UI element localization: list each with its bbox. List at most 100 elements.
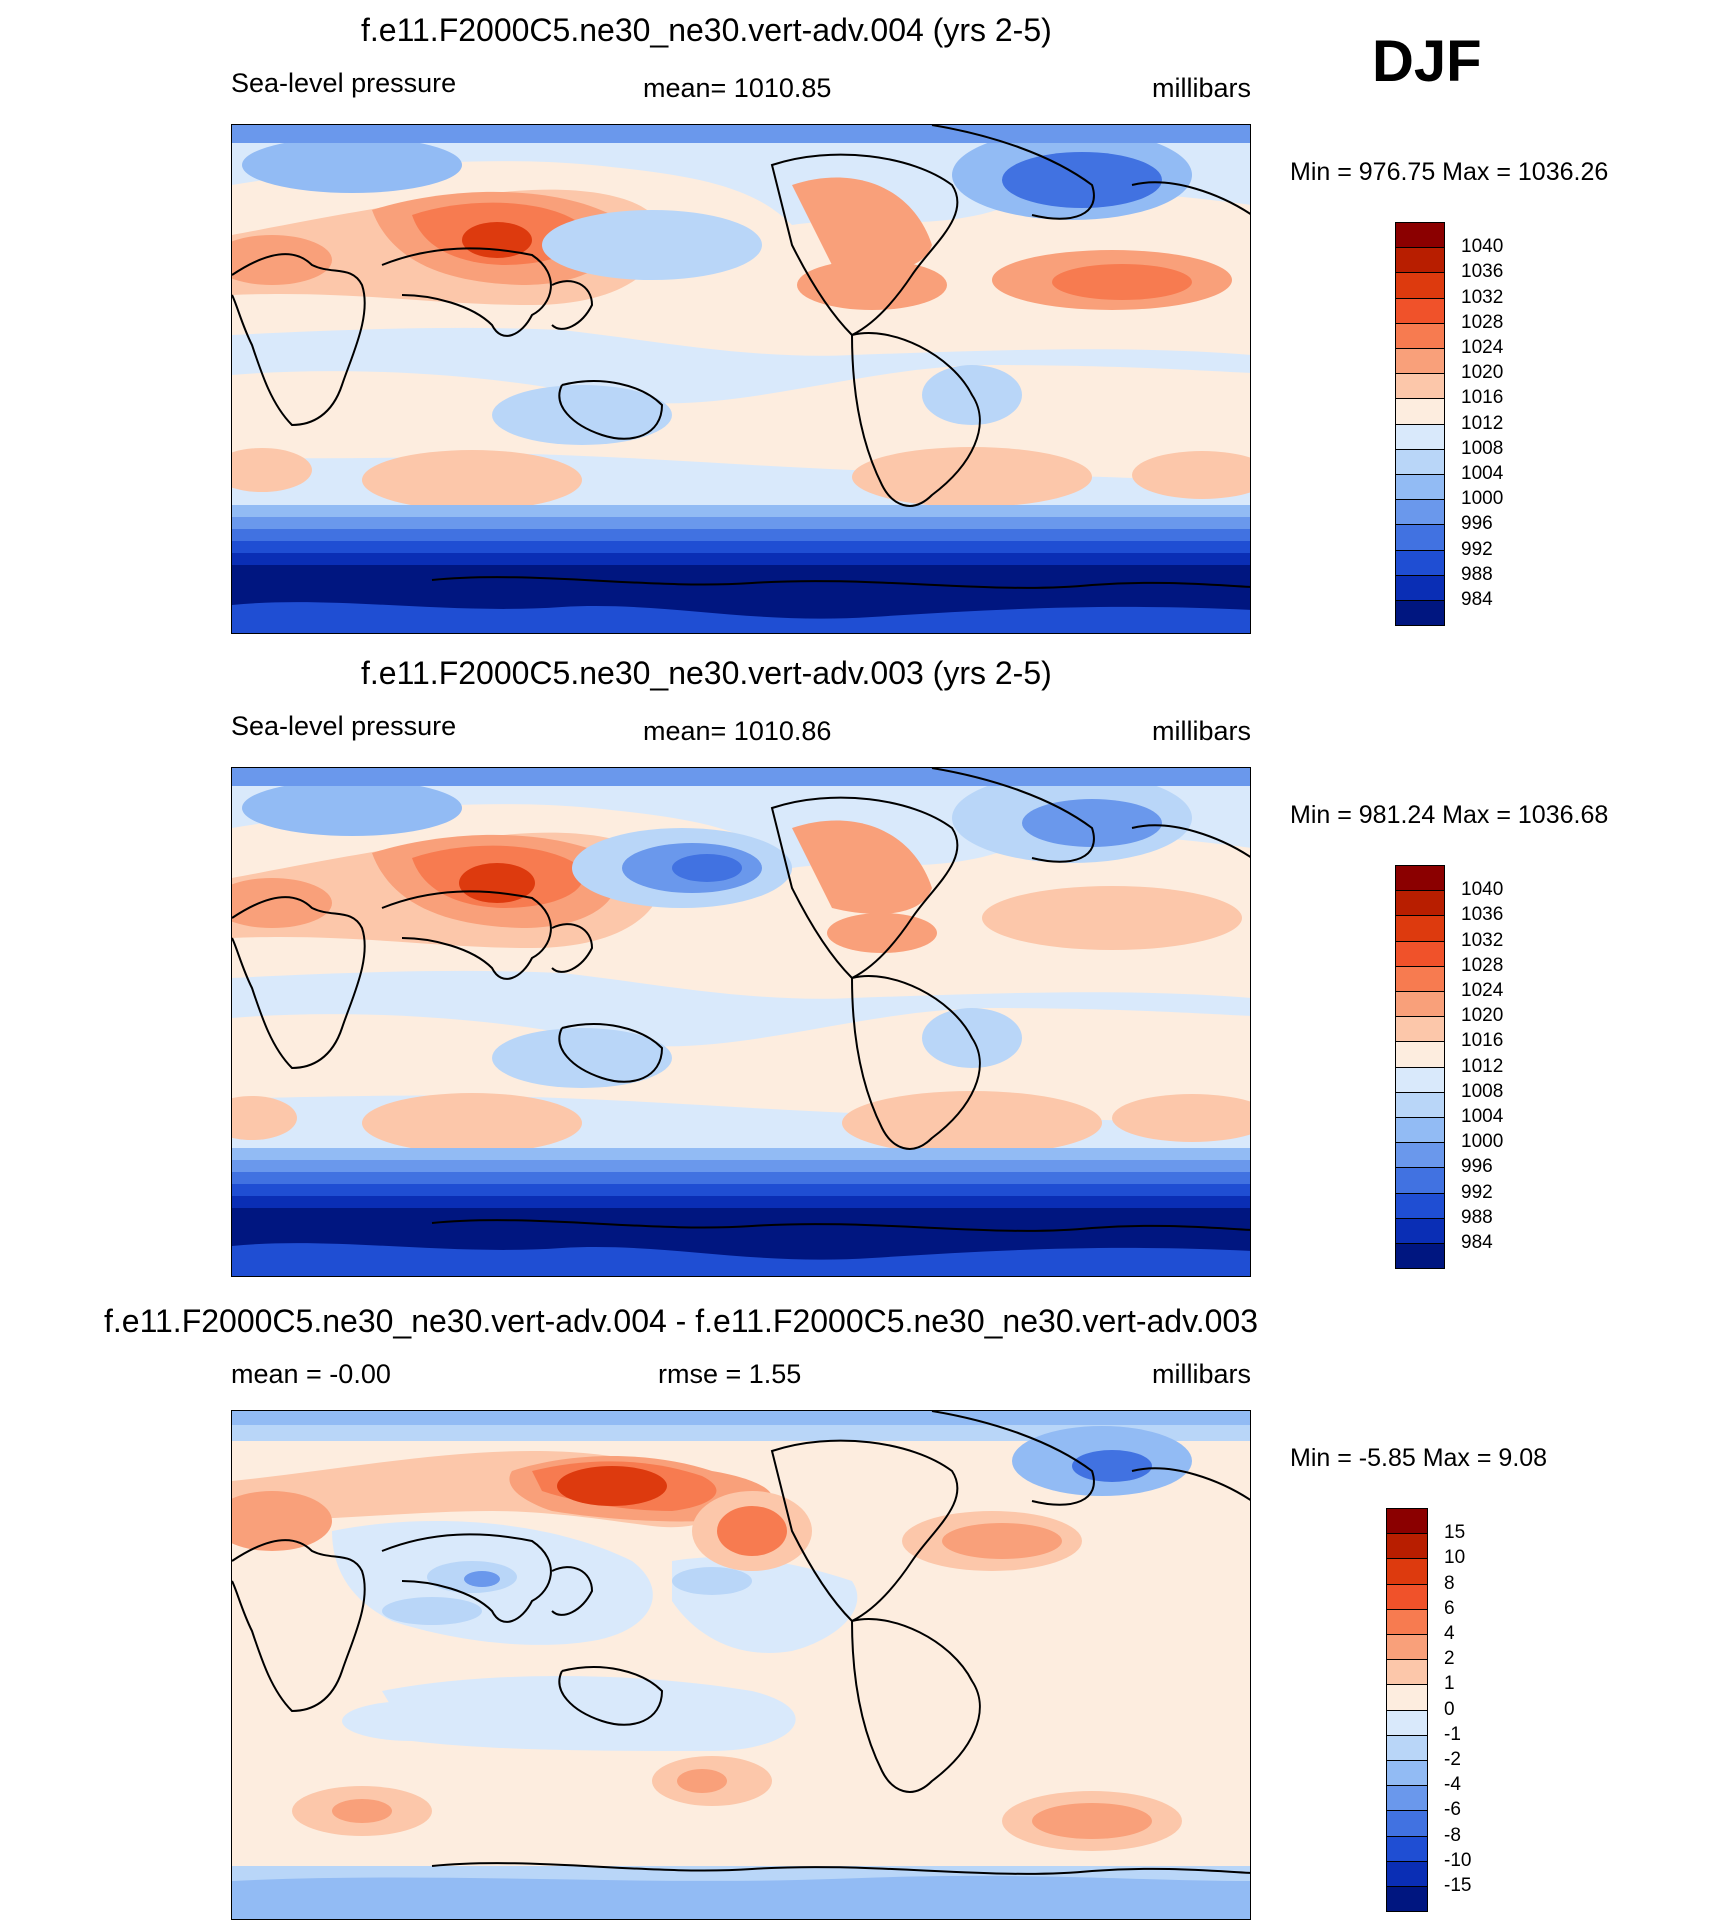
colorbar-tick-label: 1024: [1461, 980, 1504, 1001]
colorbar-tick-label: 996: [1461, 513, 1493, 535]
colorbar-swatch: [1395, 247, 1445, 274]
colorbar-tick-label: 1036: [1461, 261, 1504, 283]
colorbar-tick-label: 1004: [1461, 463, 1504, 484]
slp-map-panel-2: [231, 767, 1251, 1277]
colorbar-swatch: [1386, 1886, 1428, 1913]
panel-3-title: f.e11.F2000C5.ne30_ne30.vert-adv.004 - f…: [104, 1303, 1258, 1339]
colorbar-swatch: [1386, 1734, 1428, 1761]
colorbar-swatch: [1395, 448, 1445, 475]
colorbar-swatch: [1395, 574, 1445, 601]
colorbar-swatch: [1395, 1192, 1445, 1219]
colorbar-swatch: [1395, 965, 1445, 992]
colorbar-swatch: [1395, 549, 1445, 576]
panel-2-title: f.e11.F2000C5.ne30_ne30.vert-adv.003 (yr…: [361, 655, 1052, 691]
colorbar-swatch: [1395, 1142, 1445, 1169]
colorbar-swatch: [1395, 499, 1445, 526]
colorbar-tick-label: 1: [1444, 1673, 1455, 1695]
colorbar-tick-label: 984: [1461, 1232, 1493, 1253]
colorbar-tick-label: 1032: [1461, 929, 1504, 951]
colorbar-tick-label: 1024: [1461, 337, 1504, 358]
colorbar-swatch: [1386, 1835, 1428, 1862]
colorbar-swatch: [1395, 1016, 1445, 1043]
colorbar-tick-label: -10: [1444, 1849, 1472, 1871]
colorbar-swatch: [1386, 1760, 1428, 1787]
colorbar-swatch: [1386, 1508, 1428, 1535]
colorbar-swatch: [1395, 222, 1445, 249]
colorbar-swatch: [1395, 423, 1445, 450]
colorbar-swatch: [1395, 940, 1445, 967]
colorbar-tick-label: 1028: [1461, 954, 1504, 976]
slp-map-panel-1: [231, 124, 1251, 634]
colorbar-tick-label: 1008: [1461, 1080, 1504, 1102]
panel-3-mean-label: mean = -0.00: [231, 1359, 391, 1389]
colorbar-tick-label: 1032: [1461, 286, 1504, 308]
colorbar-tick-label: -2: [1444, 1749, 1461, 1770]
colorbar-swatch: [1395, 1243, 1445, 1270]
colorbar-tick-label: 0: [1444, 1698, 1455, 1720]
colorbar-tick-label: 1040: [1461, 879, 1504, 901]
colorbar-swatch: [1395, 474, 1445, 501]
colorbar-tick-label: 10: [1444, 1547, 1466, 1569]
panel-1-minmax: Min = 976.75 Max = 1036.26: [1290, 158, 1609, 186]
season-label: DJF: [1372, 29, 1482, 94]
colorbar-tick-label: 1000: [1461, 488, 1504, 510]
panel-1-units-label: millibars: [1151, 73, 1251, 103]
panel-2-units-label: millibars: [1151, 716, 1251, 746]
colorbar-swatch: [1386, 1684, 1428, 1711]
colorbar-tick-label: 2: [1444, 1648, 1455, 1670]
colorbar-tick-label: 1016: [1461, 1030, 1504, 1052]
colorbar-swatch: [1386, 1785, 1428, 1812]
colorbar-tick-label: 15: [1444, 1522, 1466, 1544]
panel-2-mean-label: mean= 1010.86: [643, 716, 832, 746]
colorbar-tick-label: 1040: [1461, 236, 1504, 258]
colorbar-tick-label: -8: [1444, 1824, 1461, 1846]
panel-2-minmax: Min = 981.24 Max = 1036.68: [1290, 801, 1609, 829]
colorbar-swatch: [1395, 1091, 1445, 1118]
panel-2-variable-label: Sea-level pressure: [231, 711, 457, 741]
colorbar-tick-label: 1020: [1461, 362, 1504, 384]
colorbar-tick-label: 1000: [1461, 1131, 1504, 1153]
panel-3-rmse-label: rmse = 1.55: [658, 1359, 802, 1389]
colorbar-tick-label: 996: [1461, 1156, 1493, 1178]
colorbar-swatch: [1395, 398, 1445, 425]
colorbar-tick-label: -15: [1444, 1875, 1472, 1896]
colorbar-swatch: [1386, 1659, 1428, 1686]
colorbar-swatch: [1395, 991, 1445, 1018]
colorbar-tick-label: 984: [1461, 589, 1493, 610]
colorbar-swatch: [1386, 1634, 1428, 1661]
colorbar-swatch: [1395, 524, 1445, 551]
colorbar-swatch: [1395, 1217, 1445, 1244]
colorbar-tick-label: -1: [1444, 1723, 1461, 1745]
slp-difference-map-panel-3: [231, 1410, 1251, 1920]
colorbar-tick-label: -4: [1444, 1774, 1461, 1796]
colorbar-tick-label: 6: [1444, 1597, 1455, 1619]
panel-1-title: f.e11.F2000C5.ne30_ne30.vert-adv.004 (yr…: [361, 12, 1052, 48]
colorbar-tick-label: 1012: [1461, 412, 1504, 434]
colorbar-swatch: [1386, 1583, 1428, 1610]
colorbar-swatch: [1386, 1608, 1428, 1635]
colorbar-tick-label: -6: [1444, 1799, 1461, 1821]
colorbar-tick-label: 4: [1444, 1623, 1455, 1644]
colorbar-tick-label: 1036: [1461, 904, 1504, 926]
colorbar-swatch: [1395, 348, 1445, 375]
colorbar-swatch: [1386, 1558, 1428, 1585]
panel-1-mean-label: mean= 1010.85: [643, 73, 832, 103]
colorbar-swatch: [1395, 890, 1445, 917]
colorbar-tick-label: 1016: [1461, 387, 1504, 409]
colorbar-swatch: [1386, 1533, 1428, 1560]
colorbar-swatch: [1395, 915, 1445, 942]
panel-3-units-label: millibars: [1151, 1359, 1251, 1389]
colorbar-swatch: [1395, 1066, 1445, 1093]
colorbar-tick-label: 1020: [1461, 1005, 1504, 1027]
colorbar-swatch: [1386, 1709, 1428, 1736]
panel-1-variable-label: Sea-level pressure: [231, 68, 457, 98]
colorbar-swatch: [1395, 865, 1445, 892]
colorbar-swatch: [1395, 297, 1445, 324]
colorbar-tick-label: 8: [1444, 1572, 1455, 1594]
colorbar-swatch: [1386, 1860, 1428, 1887]
panel-3-minmax: Min = -5.85 Max = 9.08: [1290, 1444, 1548, 1472]
colorbar-tick-label: 992: [1461, 538, 1493, 560]
colorbar-swatch: [1395, 1041, 1445, 1068]
colorbar-swatch: [1395, 1117, 1445, 1144]
colorbar-tick-label: 1004: [1461, 1106, 1504, 1127]
